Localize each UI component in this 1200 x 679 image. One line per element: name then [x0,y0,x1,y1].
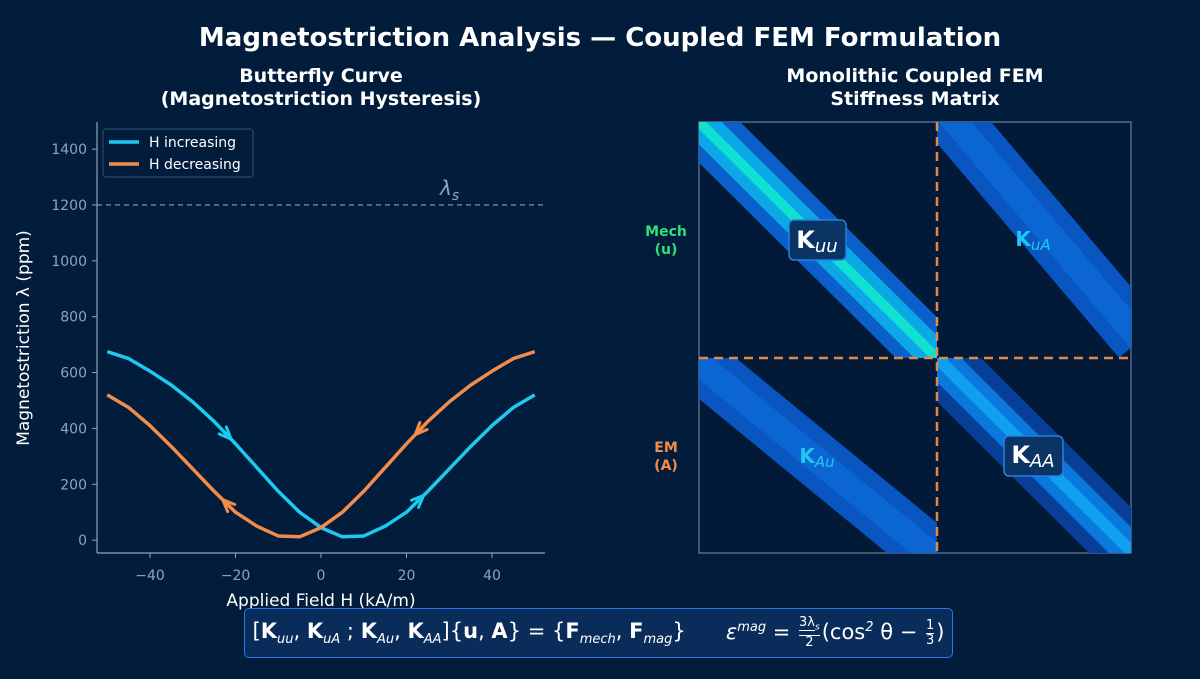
block-label: KAu [799,444,834,471]
chart-title: (Magnetostriction Hysteresis) [161,88,482,110]
equation: [Kuu, KuA ; KAu, KAA]{u, A} = {Fmech, Fm… [253,619,686,647]
y-tick-label: 800 [60,310,87,326]
x-tick-label: −20 [221,568,251,584]
eq-part: uu [276,632,294,648]
direction-arrow [410,493,426,509]
row-label: EM [654,440,678,456]
block-symbol: K [1011,441,1031,469]
legend-label: H decreasing [149,157,241,173]
eq-part: K [260,618,277,643]
block-label: KAA [1011,441,1054,472]
eq-part: = [766,620,798,644]
eq-part: 2 [805,634,814,650]
eq-part: F [629,618,644,643]
matrix-title: Monolithic Coupled FEM [786,65,1043,87]
matrix-title: Stiffness Matrix [830,88,999,110]
block-band [937,122,1131,358]
reference-label: λs [439,176,459,204]
eq-part: mag [737,620,767,635]
y-tick-label: 400 [60,421,87,437]
y-tick-label: 1400 [51,142,87,158]
eq-part: ε [725,620,738,644]
legend-label: H increasing [149,135,236,151]
eq-part: mag [643,632,673,648]
eq-part: Au [376,632,395,648]
eq-part: A [491,618,508,643]
eq-part: θ − [873,620,924,644]
direction-arrow [413,421,429,437]
eq-part: F [565,618,580,643]
eq-part: } = { [507,618,566,643]
y-tick-label: 1200 [51,198,87,214]
eq-part: 1 [926,617,935,634]
y-tick-label: 0 [78,533,87,549]
eq-part: u [463,618,479,643]
block-label-box [788,219,847,261]
block-label-box [1003,435,1064,477]
eq-part: } [672,618,686,643]
block-symbol: K [1015,227,1032,251]
eq-part: mech [579,632,616,648]
block-symbol: K [796,226,816,254]
direction-arrow [217,425,233,441]
fraction: 3λs 2 [799,615,820,650]
x-tick-label: 40 [483,568,501,584]
strain-law: εmag = 3λs 2 (cos2 θ − 1 3) [725,615,945,650]
eq-part: K [306,618,324,643]
formula-box: [Kuu, KuA ; KAu, KAA]{u, A} = {Fmech, Fm… [244,608,953,658]
eq-part: , [293,618,307,643]
x-tick-label: 0 [317,568,326,584]
x-tick-label: −40 [135,568,165,584]
eq-part: , [615,618,630,643]
legend-box [102,128,254,178]
chart-title: Butterfly Curve [239,65,403,87]
eq-part: , [394,618,408,643]
block-band [699,358,937,553]
eq-part: 3λ [799,615,815,632]
y-axis-label: Magnetostriction λ (ppm) [14,230,34,446]
row-label: Mech [645,224,687,240]
eq-part: K [360,618,377,643]
row-label: (u) [655,242,678,258]
eq-part: s [815,622,820,633]
direction-arrow [221,498,237,514]
eq-part: (cos [821,620,866,644]
eq-part: 2 [865,620,874,635]
figure-title: Magnetostriction Analysis — Coupled FEM … [199,23,1001,53]
block-label: KuA [1015,227,1050,254]
reference-symbol: λ [439,176,452,200]
row-label: (A) [654,458,678,474]
y-tick-label: 200 [60,477,87,493]
block-sub: Au [814,453,835,471]
reference-sub: s [452,188,459,204]
y-tick-label: 600 [60,366,87,382]
y-tick-label: 1000 [51,254,87,270]
eq-part: AA [423,632,442,648]
x-tick-label: 20 [398,568,416,584]
eq-part: ]{ [441,618,464,643]
x-axis-label: Applied Field H (kA/m) [226,591,415,611]
eq-part: , [478,618,492,643]
eq-part: K [407,618,424,643]
block-sub: AA [1029,451,1055,472]
block-sub: uu [815,236,838,257]
block-symbol: K [799,444,816,468]
eq-part: ) [936,620,945,644]
block-sub: uA [1031,236,1051,254]
eq-part: ; [340,618,361,643]
eq-part: uA [323,632,341,648]
eq-part: 3 [926,632,935,648]
eq-part: [ [252,618,261,643]
series-line [106,349,536,539]
block-label: Kuu [796,226,837,257]
